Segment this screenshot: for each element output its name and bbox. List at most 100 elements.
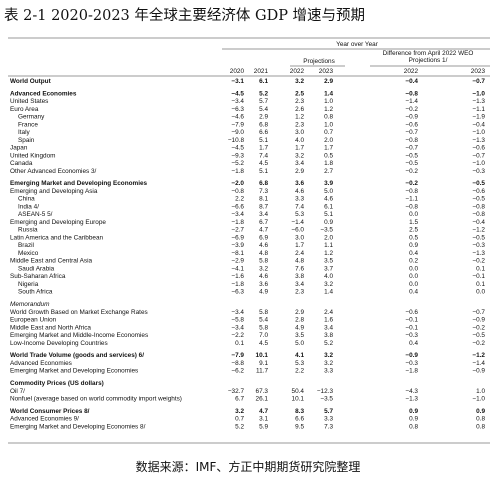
row-label: Nonfuel (average based on world commodit… [10, 396, 182, 403]
cell-value: −1.3 [405, 396, 418, 403]
cell-value: 2.8 [295, 317, 304, 324]
cell-value: 3.4 [324, 324, 333, 331]
cell-value: −1.2 [472, 227, 485, 234]
cell-value: 0.7 [324, 129, 333, 136]
cell-value: −5.8 [231, 317, 244, 324]
cell-value: −0.8 [405, 203, 418, 210]
row-label: European Union [10, 317, 57, 324]
row-label: Middle East and North Africa [10, 324, 91, 331]
cell-value: −0.7 [405, 129, 418, 136]
cell-value: 26.1 [256, 396, 269, 403]
row-label: World Consumer Prices 8/ [10, 408, 90, 415]
cell-value: 0.4 [409, 289, 418, 296]
cell-value: −0.5 [405, 152, 418, 159]
cell-value: 6.8 [259, 121, 268, 128]
row-label: Spain [18, 137, 35, 144]
cell-value: −1.4 [291, 219, 304, 226]
cell-value: −0.8 [405, 137, 418, 144]
cell-value: −3.4 [231, 98, 244, 105]
cell-value: −1.1 [472, 106, 485, 113]
cell-value: 2.3 [295, 121, 304, 128]
row-label: Oil 7/ [10, 388, 25, 395]
cell-value: 3.8 [295, 273, 304, 280]
cell-value: −0.2 [472, 258, 485, 265]
row-label: ASEAN-5 5/ [18, 211, 53, 218]
cell-value: −1.0 [472, 90, 485, 97]
cell-value: 3.7 [324, 265, 333, 272]
cell-value: −0.8 [472, 211, 485, 218]
cell-value: −9.0 [231, 129, 244, 136]
cell-value: 50.4 [292, 388, 305, 395]
row-label: Low-Income Developing Countries [10, 340, 108, 347]
cell-value: −0.8 [231, 188, 244, 195]
cell-value: −0.3 [472, 242, 485, 249]
cell-value: −1.0 [472, 396, 485, 403]
cell-value: 0.0 [409, 265, 418, 272]
cell-value: 5.0 [324, 188, 333, 195]
cell-value: −4.5 [231, 90, 244, 97]
cell-value: −1.3 [472, 137, 485, 144]
cell-value: 7.3 [259, 188, 268, 195]
cell-value: 3.3 [295, 196, 304, 203]
row-label: Emerging Market and Developing Economies… [10, 423, 146, 430]
row-label: Sub-Saharan Africa [10, 273, 66, 280]
cell-value: 2.9 [324, 78, 333, 85]
cell-value: 6.6 [259, 129, 268, 136]
cell-value: 3.2 [235, 408, 244, 415]
cell-value: 2.4 [295, 250, 304, 257]
cell-value: 4.6 [324, 196, 333, 203]
cell-value: −2.9 [231, 258, 244, 265]
cell-value: −1.8 [405, 368, 418, 375]
cell-value: 3.3 [324, 368, 333, 375]
row-label: United States [10, 98, 48, 105]
cell-value: −32.7 [228, 388, 245, 395]
cell-value: 3.2 [259, 265, 268, 272]
cell-value: 0.0 [409, 281, 418, 288]
row-label: Nigeria [18, 281, 39, 288]
cell-value: 2.0 [324, 137, 333, 144]
cell-value: −6.2 [231, 368, 244, 375]
projections-heading: Projections [303, 58, 335, 65]
cell-value: 1.1 [324, 242, 333, 249]
cell-value: −4.1 [231, 265, 244, 272]
cell-value: −1.3 [472, 250, 485, 257]
cell-value: −0.6 [472, 188, 485, 195]
cell-value: −2.0 [231, 180, 244, 187]
cell-value: 2.9 [295, 309, 304, 316]
cell-value: 3.1 [259, 416, 268, 423]
cell-value: −0.2 [472, 340, 485, 347]
cell-value: 3.2 [324, 360, 333, 367]
cell-value: 0.2 [409, 258, 418, 265]
row-label: Italy [18, 129, 31, 136]
cell-value: 3.8 [324, 332, 333, 339]
row-label: India 4/ [18, 203, 39, 210]
cell-value: −0.5 [472, 196, 485, 203]
cell-value: −8.8 [231, 360, 244, 367]
row-label: Emerging Market and Developing Economies [10, 368, 138, 375]
cell-value: 2.9 [295, 168, 304, 175]
row-label: Commodity Prices (US dollars) [10, 380, 104, 387]
column-year: 2021 [254, 68, 269, 75]
cell-value: −0.5 [405, 160, 418, 167]
cell-value: −1.0 [472, 129, 485, 136]
row-label: Saudi Arabia [18, 265, 55, 272]
cell-value: 1.0 [324, 98, 333, 105]
cell-value: 3.6 [259, 281, 268, 288]
cell-value: 6.1 [259, 78, 268, 85]
cell-value: 3.4 [259, 211, 268, 218]
column-year: 2023 [471, 68, 486, 75]
cell-value: −1.4 [472, 360, 485, 367]
cell-value: −4.5 [231, 145, 244, 152]
cell-value: 9.1 [259, 360, 268, 367]
cell-value: 4.6 [259, 242, 268, 249]
cell-value: −0.5 [472, 180, 485, 187]
cell-value: −8.1 [231, 250, 244, 257]
cell-value: −0.2 [405, 168, 418, 175]
cell-value: −6.3 [231, 289, 244, 296]
cell-value: 5.2 [259, 90, 268, 97]
cell-value: −0.7 [405, 145, 418, 152]
cell-value: 5.1 [259, 168, 268, 175]
cell-value: −1.9 [472, 114, 485, 121]
cell-value: 3.2 [324, 352, 333, 359]
